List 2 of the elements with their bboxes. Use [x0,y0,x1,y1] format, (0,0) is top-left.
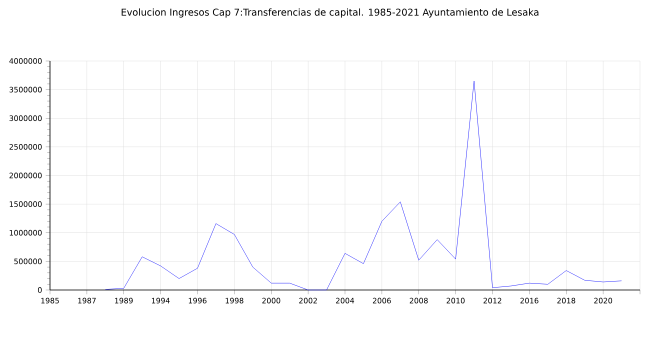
chart-title: Evolucion Ingresos Cap 7:Transferencias de capital. 1985-2021 Ayuntamiento de Lesaka [122,8,538,18]
line-series [105,80,622,290]
